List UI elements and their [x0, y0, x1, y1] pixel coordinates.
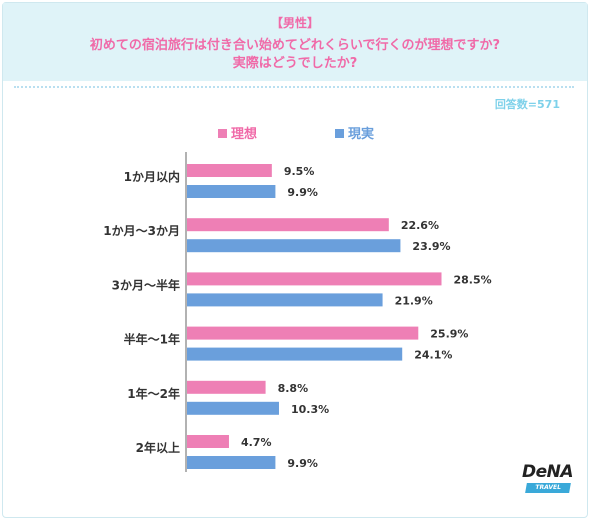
dena-travel-logo: DeNA TRAVEL	[520, 462, 574, 494]
divider	[14, 86, 574, 88]
title-band	[3, 3, 587, 81]
logo-subtext: TRAVEL	[525, 483, 571, 493]
bar-ideal	[187, 326, 419, 340]
bar-actual	[187, 293, 383, 307]
bar-ideal	[187, 380, 266, 394]
bar-ideal	[187, 218, 389, 232]
bar-actual	[187, 456, 276, 469]
value-label-actual: 24.1%	[414, 349, 452, 362]
bar-ideal	[187, 272, 442, 286]
value-label-actual: 10.3%	[291, 403, 329, 416]
chart-title-line1: 初めての宿泊旅行は付き合い始めてどれくらいで行くのが理想ですか?	[89, 38, 501, 53]
value-label-ideal: 4.7%	[241, 436, 272, 449]
legend-swatch-ideal	[218, 129, 227, 138]
legend-item-ideal: 理想	[218, 123, 257, 142]
value-label-ideal: 25.9%	[430, 328, 468, 341]
bar-actual	[187, 347, 403, 361]
category-label: 1か月～3か月	[103, 224, 180, 238]
category-label: 3か月～半年	[112, 277, 180, 292]
value-label-actual: 21.9%	[395, 294, 433, 307]
legend-swatch-actual	[335, 129, 344, 138]
category-label: 2年以上	[136, 440, 180, 455]
value-label-ideal: 28.5%	[454, 273, 492, 286]
legend-label-actual: 現実	[348, 127, 375, 142]
logo-text: DeNA	[522, 462, 574, 482]
legend-label-ideal: 理想	[231, 127, 258, 142]
chart-title-line2: 実際はどうでしたか?	[232, 56, 358, 71]
category-label: 半年～1年	[124, 332, 180, 347]
respondent-count: 回答数=571	[494, 98, 560, 111]
value-label-actual: 9.9%	[287, 457, 318, 470]
bar-actual	[187, 185, 276, 198]
bar-actual	[187, 401, 279, 415]
bar-actual	[187, 239, 401, 253]
category-label: 1年～2年	[127, 386, 180, 401]
bar-ideal	[187, 164, 272, 177]
value-label-actual: 23.9%	[412, 240, 450, 253]
value-label-ideal: 8.8%	[278, 382, 309, 395]
category-label: 1か月以内	[124, 169, 180, 184]
bar-ideal	[187, 435, 229, 448]
legend-item-actual: 現実	[335, 123, 374, 142]
chart-subtitle: 【男性】	[270, 16, 319, 30]
value-label-ideal: 22.6%	[401, 219, 439, 232]
value-label-actual: 9.9%	[287, 186, 318, 199]
value-label-ideal: 9.5%	[284, 165, 315, 178]
